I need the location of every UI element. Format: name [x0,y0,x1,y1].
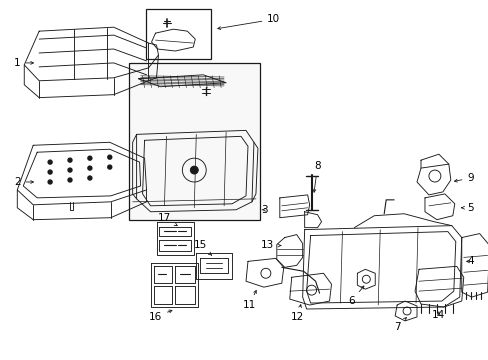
Text: 15: 15 [193,240,211,255]
Text: 3: 3 [261,205,267,215]
Circle shape [88,166,92,170]
Text: 4: 4 [466,256,473,266]
Text: 13: 13 [261,240,280,251]
Text: 5: 5 [461,203,473,213]
Circle shape [48,170,52,174]
Circle shape [88,156,92,160]
Text: 1: 1 [14,58,33,68]
Circle shape [68,178,72,182]
Circle shape [48,180,52,184]
Circle shape [107,155,112,159]
Circle shape [88,176,92,180]
Text: 6: 6 [347,286,363,306]
Text: 16: 16 [148,310,172,322]
Bar [145,9,211,59]
Circle shape [68,168,72,172]
Circle shape [48,160,52,164]
Text: 7: 7 [393,318,406,332]
Circle shape [107,165,112,169]
Text: 10: 10 [217,14,280,30]
Text: 9: 9 [453,173,473,183]
Text: 8: 8 [312,161,320,192]
Bar [128,63,260,220]
Text: 2: 2 [14,177,33,187]
Text: 12: 12 [290,305,304,322]
Text: 14: 14 [431,310,445,320]
Circle shape [190,166,198,174]
Text: 17: 17 [158,213,177,226]
Text: 11: 11 [242,291,256,310]
Circle shape [68,158,72,162]
